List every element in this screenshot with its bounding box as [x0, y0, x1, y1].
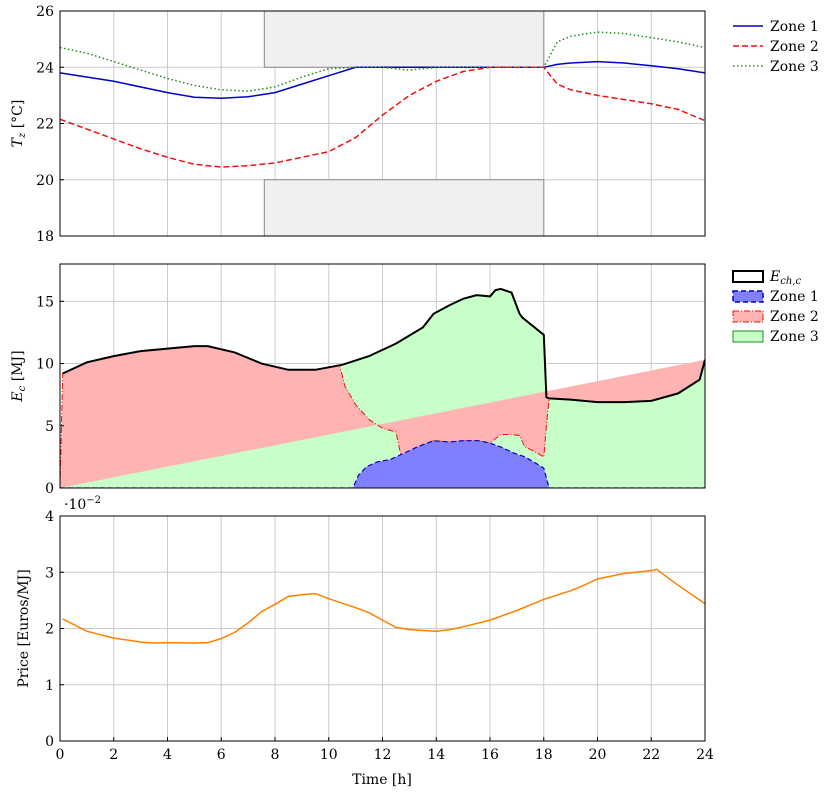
y-tick-label: 26 [36, 4, 54, 20]
price-line [62, 568, 705, 644]
price-grid [59, 515, 706, 742]
y-tick-label: 1 [45, 678, 54, 694]
price-y-ticks: 0 1 2 3 4 [45, 509, 64, 750]
y-tick-label: 5 [45, 419, 54, 435]
x-tick-label: 24 [696, 747, 714, 763]
price-scale-label: ·10−2 [64, 495, 101, 513]
temperature-y-ticks: 18 20 22 24 26 [36, 4, 64, 245]
x-tick-label: 4 [163, 747, 172, 763]
x-tick-label: 2 [109, 747, 118, 763]
boundary-zone-1 [60, 440, 705, 488]
y-tick-label: 15 [36, 294, 54, 310]
energy-y-label: Ec [MJ] [10, 350, 28, 402]
y-tick-label: 22 [36, 117, 54, 133]
y-tick-label: 24 [36, 60, 54, 76]
x-tick-label: 18 [535, 747, 553, 763]
x-tick-label: 22 [642, 747, 660, 763]
x-tick-label: 0 [56, 747, 65, 763]
legend-label-zone-3: Zone 3 [770, 59, 819, 75]
y-tick-label: 4 [45, 509, 54, 525]
legend-label-zone-2: Zone 2 [770, 309, 819, 325]
energy-plot-frame [59, 263, 706, 489]
comfort-bound-upper [60, 11, 545, 68]
energy-legend: Ech,c Zone 1 Zone 2 Zone 3 [732, 269, 819, 345]
x-tick-label: 10 [320, 747, 338, 763]
series-line-zone-2 [60, 66, 705, 168]
x-tick-label: 20 [589, 747, 607, 763]
comfort-bound-lower [60, 179, 545, 236]
energy-areas [60, 287, 705, 488]
area-zone-1 [60, 440, 705, 488]
price-lines [62, 568, 705, 644]
legend-label-zone-3: Zone 3 [770, 329, 819, 345]
x-tick-label: 6 [217, 747, 226, 763]
legend-swatch-zone-3 [732, 330, 764, 343]
series-line-zone-3 [60, 31, 705, 92]
energy-y-ticks: 0 5 10 15 [36, 294, 64, 497]
y-tick-label: 0 [45, 734, 54, 750]
x-axis-label: Time [h] [352, 772, 412, 788]
x-tick-label: 12 [374, 747, 392, 763]
legend-swatch-zone-2 [732, 310, 764, 323]
total-energy-line [62, 287, 705, 404]
y-tick-label: 20 [36, 173, 54, 189]
temperature-y-label: Tz [°C] [10, 100, 28, 148]
series-line-zone-1 [60, 60, 705, 99]
x-tick-label: 16 [481, 747, 499, 763]
price-y-label: Price [Euros/MJ] [16, 569, 32, 687]
y-tick-label: 0 [45, 481, 54, 497]
x-axis-ticks: 0 2 4 6 8 10 12 14 16 18 20 22 24 [56, 737, 714, 763]
y-tick-label: 10 [36, 357, 54, 373]
legend-label-zone-2: Zone 2 [770, 39, 819, 55]
x-tick-label: 8 [271, 747, 280, 763]
temperature-panel: 18 20 22 24 26 Tz [°C] Zone 1 Zone 2 Zone 3 [10, 4, 819, 245]
temperature-lines [60, 31, 705, 168]
y-tick-label: 2 [45, 622, 54, 638]
temperature-legend: Zone 1 Zone 2 Zone 3 [733, 19, 819, 75]
legend-swatch-zone-1 [732, 290, 764, 303]
legend-label-zone-1: Zone 1 [770, 19, 819, 35]
y-tick-label: 3 [45, 565, 54, 581]
legend-label-zone-1: Zone 1 [770, 289, 819, 305]
energy-panel: 0 5 10 15 Ec [MJ] Ech,c Zone 1 Zone 2 Zone 3 [10, 263, 819, 497]
y-tick-label: 18 [36, 229, 54, 245]
legend-label-total: Ech,c [769, 269, 801, 287]
x-tick-label: 14 [427, 747, 445, 763]
legend-swatch-total [732, 270, 764, 283]
